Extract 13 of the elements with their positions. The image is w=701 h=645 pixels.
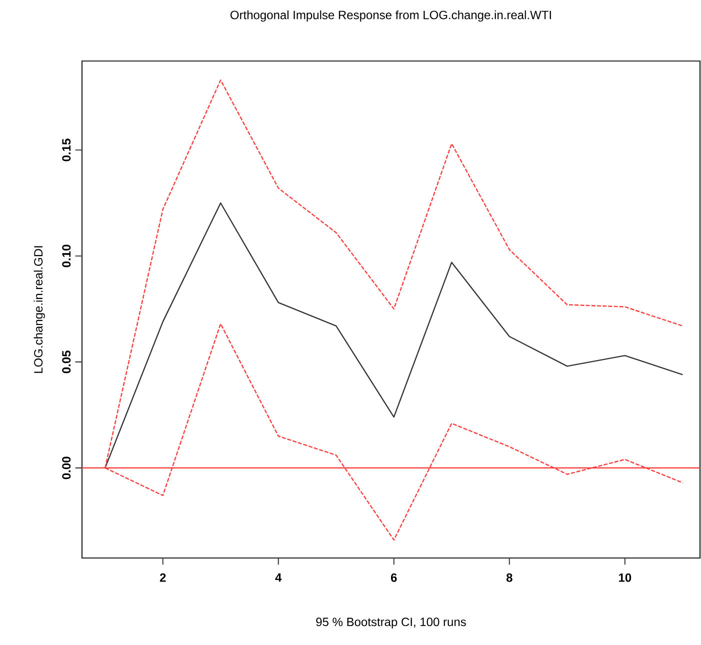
x-tick-label: 8 — [506, 573, 512, 582]
x-tick-label: 10 — [618, 573, 632, 582]
x-tick-label: 6 — [390, 573, 397, 582]
y-tick-label: 0.05 — [62, 350, 71, 374]
y-tick-label: 0.10 — [62, 244, 71, 268]
x-tick-label: 4 — [275, 573, 282, 582]
y-tick-label: 0.15 — [62, 138, 71, 162]
x-axis-title: 95 % Bootstrap CI, 100 runs — [316, 618, 466, 629]
chart-title: Orthogonal Impulse Response from LOG.change.in.real.WTI — [230, 10, 551, 22]
line-series — [104, 202, 684, 469]
x-tick-label: 2 — [160, 573, 166, 582]
y-axis-title: LOG.change.in.real.GDI — [34, 246, 45, 373]
y-tick-label: 0.00 — [62, 456, 71, 480]
